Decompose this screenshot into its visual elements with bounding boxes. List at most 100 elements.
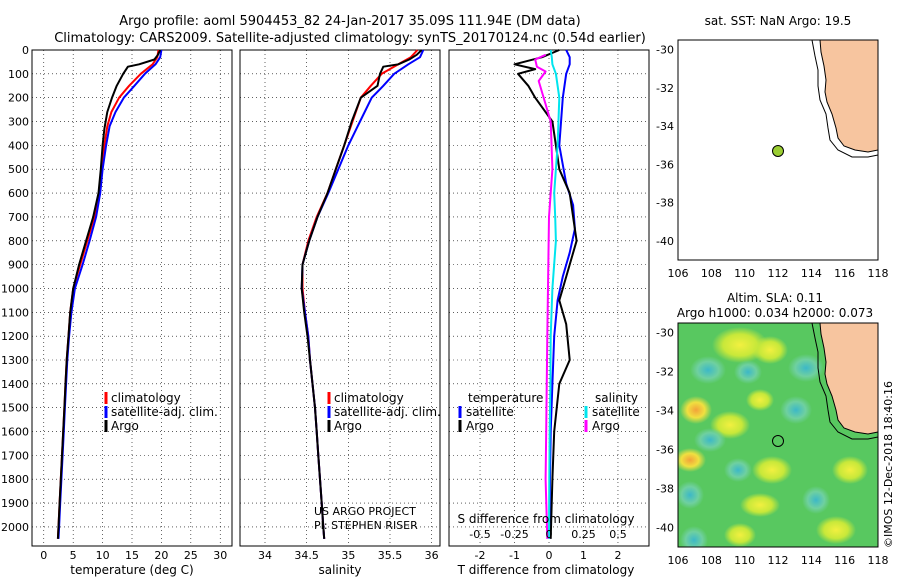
depth-tick-label: 300 xyxy=(8,116,29,129)
depth-tick-label: 1000 xyxy=(1,282,29,295)
salinity-tick-label: 34 xyxy=(258,549,272,562)
sst-map-lat-tick-label: -34 xyxy=(656,120,674,133)
legend-satellite-label: satellite-adj. clim. xyxy=(334,405,441,419)
salinity-panel xyxy=(239,49,441,547)
salinity-legend: climatology satellite-adj. clim. Argo xyxy=(327,391,441,433)
sst-map-lon-tick-label: 108 xyxy=(701,267,722,280)
temp-series-argo xyxy=(56,49,162,539)
salinity-tick-label: 35 xyxy=(341,549,355,562)
temperature-legend: climatology satellite-adj. clim. Argo xyxy=(104,391,218,433)
salinity-xlabel: salinity xyxy=(318,563,361,577)
sla-argo-marker xyxy=(772,435,784,447)
sla-map-lat-tick-label: -34 xyxy=(656,405,674,418)
legend-climatology-label: climatology xyxy=(111,391,181,405)
grid-layer xyxy=(32,50,649,546)
sst-map-title: sat. SST: NaN Argo: 19.5 xyxy=(705,14,852,28)
sst-land-australia xyxy=(819,39,879,153)
legend-s-satellite-label: satellite xyxy=(592,405,640,419)
legend-satellite-label: satellite-adj. clim. xyxy=(111,405,218,419)
sla-map-lon-tick-label: 108 xyxy=(701,554,722,567)
sst-map-lon-tick-label: 112 xyxy=(768,267,789,280)
depth-tick-label: 1100 xyxy=(1,306,29,319)
credit-project: US ARGO PROJECT xyxy=(314,505,416,518)
depth-tick-label: 800 xyxy=(8,235,29,248)
depth-tick-label: 1400 xyxy=(1,378,29,391)
t-diff-tick-label: -2 xyxy=(475,549,486,562)
legend-t-satellite-label: satellite xyxy=(466,405,514,419)
depth-tick-label: 1700 xyxy=(1,449,29,462)
t-diff-tick-label: 1 xyxy=(580,549,587,562)
legend-t-argo-label: Argo xyxy=(466,419,494,433)
legend-temperature-title: temperature xyxy=(468,391,543,405)
sla-map-lon-tick-label: 112 xyxy=(768,554,789,567)
t-diff-tick-label: 2 xyxy=(614,549,621,562)
sla-map-lon-tick-label: 110 xyxy=(734,554,755,567)
salinity-tick-label: 35.5 xyxy=(378,549,403,562)
depth-tick-label: 1900 xyxy=(1,497,29,510)
difference-legend: temperature satellite Argo salinity sate… xyxy=(458,391,640,433)
s-diff-tick-label: -0.5 xyxy=(469,528,490,541)
sla-map-lat-tick-label: -40 xyxy=(656,522,674,535)
temperature-tick-label: 30 xyxy=(213,549,227,562)
depth-tick-label: 1600 xyxy=(1,426,29,439)
sst-map-lat-tick-label: -32 xyxy=(656,82,674,95)
sst-map-lat-tick-label: -36 xyxy=(656,158,674,171)
salinity-tick-label: 36 xyxy=(425,549,439,562)
salinity-tick-label: 34.5 xyxy=(294,549,319,562)
sla-map-lon-tick-label: 116 xyxy=(834,554,855,567)
sst-map-lat-tick-label: -38 xyxy=(656,197,674,210)
temperature-tick-label: 20 xyxy=(154,549,168,562)
depth-tick-label: 400 xyxy=(8,139,29,152)
legend-argo-label: Argo xyxy=(111,419,139,433)
legend-climatology-label: climatology xyxy=(334,391,404,405)
sst-map-lon-tick-label: 110 xyxy=(734,267,755,280)
temp-series-satellite-adj-clim- xyxy=(57,49,163,539)
s-diff-tick-label: -0.25 xyxy=(500,528,528,541)
depth-tick-label: 500 xyxy=(8,163,29,176)
s-diff-tick-label: 0.25 xyxy=(571,528,596,541)
s-diff-tick-label: 0.5 xyxy=(609,528,627,541)
temperature-tick-label: 5 xyxy=(70,549,77,562)
depth-tick-label: 100 xyxy=(8,68,29,81)
diff-series-t-argo xyxy=(513,49,578,539)
sla-map-lon-tick-label: 106 xyxy=(668,554,689,567)
sal-series-argo xyxy=(300,49,423,539)
depth-tick-label: 2000 xyxy=(1,521,29,534)
sst-map-lon-tick-label: 106 xyxy=(668,267,689,280)
diff-series-s-argo xyxy=(534,53,554,539)
sst-map-lat-tick-label: -30 xyxy=(656,44,674,57)
sla-map-title-2: Argo h1000: 0.034 h2000: 0.073 xyxy=(677,306,873,320)
sla-map-title-1: Altim. SLA: 0.11 xyxy=(727,291,823,305)
t-diff-tick-label: 0 xyxy=(546,549,553,562)
legend-salinity-title: salinity xyxy=(595,391,638,405)
depth-tick-label: 1500 xyxy=(1,402,29,415)
depth-tick-label: 1200 xyxy=(1,330,29,343)
sla-map-lat-tick-label: -30 xyxy=(656,327,674,340)
sst-map-lat-tick-label: -40 xyxy=(656,235,674,248)
sst-argo-marker xyxy=(772,145,784,157)
temperature-tick-label: 0 xyxy=(40,549,47,562)
depth-tick-label: 700 xyxy=(8,211,29,224)
depth-tick-label: 600 xyxy=(8,187,29,200)
imos-footer: ©IMOS 12-Dec-2018 18:40:16 xyxy=(882,381,895,548)
series-layer xyxy=(56,49,578,539)
sla-map-lat-tick-label: -32 xyxy=(656,366,674,379)
legend-s-argo-label: Argo xyxy=(592,419,620,433)
sla-map-lon-tick-label: 114 xyxy=(801,554,822,567)
credit-pi: PI: STEPHEN RISER xyxy=(314,519,418,532)
t-diff-xlabel: T difference from climatology xyxy=(457,563,635,577)
s-diff-tick-label: 0 xyxy=(546,528,553,541)
t-diff-tick-label: -1 xyxy=(509,549,520,562)
depth-tick-label: 200 xyxy=(8,92,29,105)
figure-title-line2: Climatology: CARS2009. Satellite-adjuste… xyxy=(54,31,646,46)
sst-depth-contour xyxy=(811,39,879,158)
sst-map-lon-tick-label: 116 xyxy=(834,267,855,280)
temperature-xlabel: temperature (deg C) xyxy=(70,563,193,577)
depth-tick-label: 1300 xyxy=(1,354,29,367)
diff-series-s-satellite xyxy=(548,49,561,539)
legend-argo-label: Argo xyxy=(334,419,362,433)
depth-tick-label: 1800 xyxy=(1,473,29,486)
temperature-tick-label: 10 xyxy=(96,549,110,562)
s-diff-xlabel: S difference from climatology xyxy=(458,512,635,526)
